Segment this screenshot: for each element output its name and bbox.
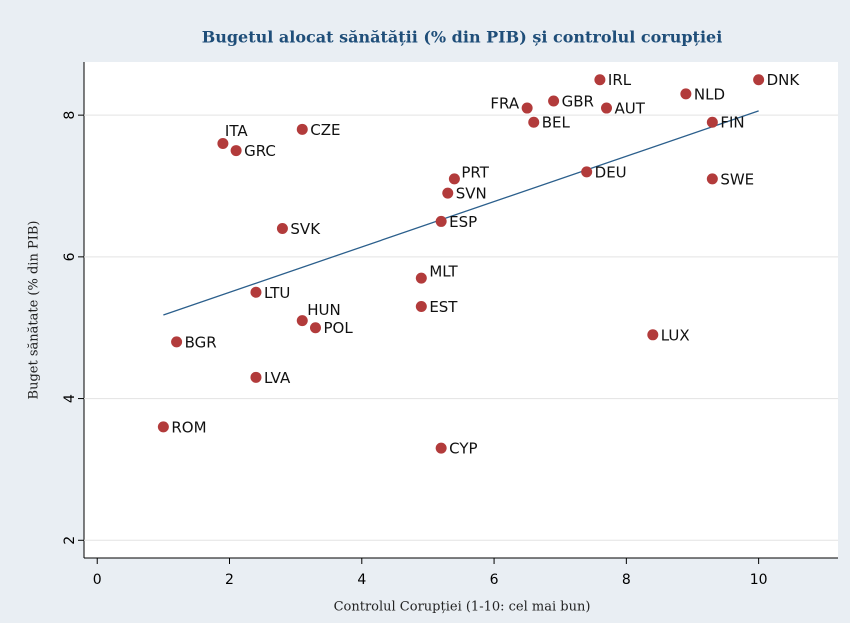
y-tick-label: 2: [62, 536, 78, 545]
point-label: CZE: [310, 121, 340, 139]
point: [753, 74, 765, 86]
point: [415, 272, 427, 284]
point: [528, 116, 540, 128]
point-label: NLD: [694, 85, 725, 103]
point: [594, 74, 606, 86]
point-label: DNK: [767, 71, 801, 89]
x-tick-label: 8: [622, 572, 631, 588]
point-label: BGR: [185, 333, 217, 351]
point-label: LVA: [264, 369, 291, 387]
x-tick-label: 0: [93, 572, 102, 588]
x-tick-label: 6: [490, 572, 499, 588]
point: [309, 322, 321, 334]
point-label: FRA: [490, 95, 519, 113]
point: [171, 336, 183, 348]
fit-line: [163, 110, 759, 316]
point-label: GBR: [562, 92, 594, 110]
point-label: DEU: [595, 163, 627, 181]
point: [601, 102, 613, 114]
point-label: POL: [323, 319, 353, 337]
point-label: ROM: [171, 418, 206, 436]
point: [442, 187, 454, 199]
point: [296, 123, 308, 135]
point: [296, 315, 308, 327]
point: [581, 166, 593, 178]
point: [435, 442, 447, 454]
point: [706, 173, 718, 185]
x-tick-label: 4: [357, 572, 366, 588]
point-label: HUN: [307, 301, 340, 319]
point: [521, 102, 533, 114]
point-label: GRC: [244, 142, 276, 160]
point-label: BEL: [542, 114, 571, 132]
point: [680, 88, 692, 100]
point: [435, 215, 447, 227]
point: [217, 137, 229, 149]
point: [276, 223, 288, 235]
point-label: IRL: [608, 71, 632, 89]
y-tick-label: 8: [62, 111, 78, 120]
point: [548, 95, 560, 107]
point-label: MLT: [429, 263, 458, 281]
x-tick-label: 10: [750, 572, 768, 588]
point-label: EST: [429, 298, 458, 316]
point: [230, 145, 242, 157]
point-label: SVN: [456, 185, 487, 203]
y-tick-label: 6: [62, 252, 78, 261]
point-label: LTU: [264, 284, 290, 302]
plot-area: [84, 62, 838, 558]
point-label: SVK: [290, 220, 321, 238]
x-axis-label: Controlul Corupției (1-10: cel mai bun): [334, 600, 591, 615]
point-label: ESP: [449, 213, 477, 231]
chart-title: Bugetul alocat sănătății (% din PIB) și …: [202, 28, 723, 47]
point-label: AUT: [615, 100, 646, 118]
x-tick-label: 2: [225, 572, 234, 588]
point-label: PRT: [461, 163, 489, 181]
y-axis-label: Buget sănătate (% din PIB): [27, 221, 42, 400]
point: [706, 116, 718, 128]
point-label: FIN: [720, 114, 744, 132]
point: [157, 421, 169, 433]
point: [250, 286, 262, 298]
point: [448, 173, 460, 185]
point-label: ITA: [225, 122, 248, 140]
point: [250, 371, 262, 383]
point: [647, 329, 659, 341]
point-label: LUX: [661, 326, 690, 344]
point: [415, 300, 427, 312]
y-tick-label: 4: [62, 394, 78, 403]
point-label: CYP: [449, 440, 477, 458]
point-label: SWE: [720, 170, 754, 188]
